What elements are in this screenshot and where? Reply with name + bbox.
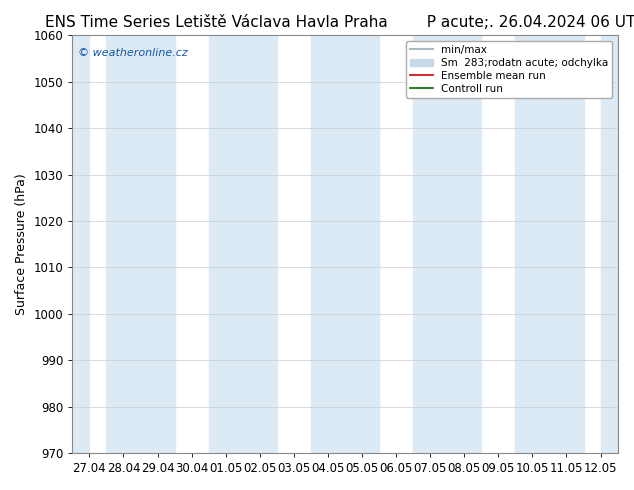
Title: ENS Time Series Letiště Václava Havla Praha        P acute;. 26.04.2024 06 UTC: ENS Time Series Letiště Václava Havla Pr… xyxy=(45,15,634,30)
Bar xyxy=(413,35,481,453)
Legend: min/max, Sm  283;rodatn acute; odchylka, Ensemble mean run, Controll run: min/max, Sm 283;rodatn acute; odchylka, … xyxy=(406,41,612,98)
Bar xyxy=(72,35,89,453)
Text: © weatheronline.cz: © weatheronline.cz xyxy=(78,48,188,58)
Bar xyxy=(311,35,379,453)
Bar xyxy=(515,35,583,453)
Y-axis label: Surface Pressure (hPa): Surface Pressure (hPa) xyxy=(15,173,28,315)
Bar xyxy=(600,35,618,453)
Bar xyxy=(209,35,277,453)
Bar xyxy=(107,35,174,453)
